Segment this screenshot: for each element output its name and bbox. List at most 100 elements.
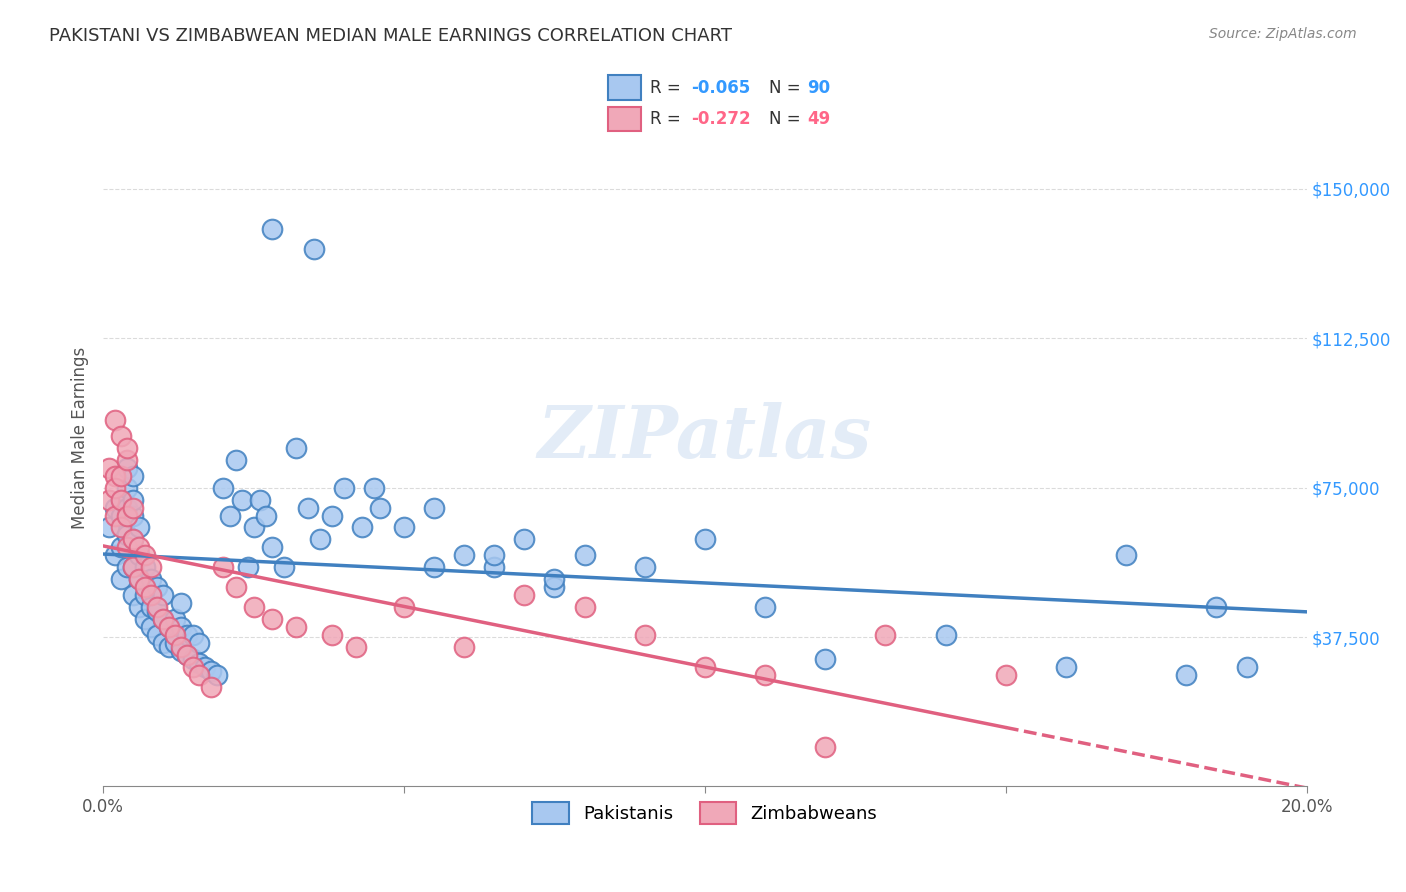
Point (242, 600, 264, 615)
Point (110, 508, 132, 523)
Point (302, 242, 325, 256)
Point (212, 481, 235, 495)
Point (157, 620, 180, 634)
Point (333, 481, 356, 495)
Text: PAKISTANI VS ZIMBABWEAN MEDIAN MALE EARNINGS CORRELATION CHART: PAKISTANI VS ZIMBABWEAN MEDIAN MALE EARN… (49, 27, 733, 45)
Point (104, 500, 127, 515)
Point (128, 600, 150, 615)
Point (146, 580, 169, 594)
Point (122, 533, 145, 547)
Point (754, 600, 776, 615)
Point (115, 560, 138, 574)
Point (122, 588, 145, 602)
Point (236, 560, 259, 574)
Point (176, 648, 198, 662)
Point (634, 560, 657, 574)
Point (1054, 660, 1077, 674)
Point (321, 508, 343, 523)
Point (423, 560, 446, 574)
Point (157, 620, 180, 634)
Point (453, 549, 475, 563)
Point (141, 560, 163, 574)
Point (122, 533, 145, 547)
Point (152, 588, 174, 602)
Point (392, 520, 415, 534)
Point (122, 500, 145, 515)
Point (110, 541, 132, 555)
Point (392, 600, 415, 615)
Point (693, 533, 716, 547)
Point (98, 520, 121, 534)
Point (115, 441, 138, 455)
Point (260, 612, 283, 626)
Point (1175, 668, 1198, 682)
Point (231, 492, 253, 507)
Point (513, 533, 536, 547)
Point (321, 628, 343, 642)
Point (1236, 660, 1258, 674)
Point (165, 612, 187, 626)
Point (754, 668, 776, 682)
Point (368, 500, 391, 515)
Point (128, 541, 150, 555)
Point (134, 588, 156, 602)
Point (484, 560, 506, 574)
Point (128, 549, 150, 563)
Text: Source: ZipAtlas.com: Source: ZipAtlas.com (1209, 27, 1357, 41)
Point (141, 600, 163, 615)
Point (110, 572, 132, 586)
Point (165, 636, 187, 650)
Point (170, 640, 193, 654)
Point (115, 481, 138, 495)
Point (513, 588, 536, 602)
Point (110, 468, 132, 483)
Text: ZIPatlas: ZIPatlas (538, 402, 872, 474)
Point (188, 636, 211, 650)
Point (146, 604, 169, 618)
Point (165, 628, 187, 642)
Point (115, 452, 138, 467)
Point (115, 460, 138, 475)
Point (122, 508, 145, 523)
Point (122, 468, 145, 483)
Point (128, 572, 150, 586)
Point (242, 520, 264, 534)
Point (183, 660, 205, 674)
Point (115, 500, 138, 515)
Point (115, 541, 138, 555)
Point (170, 620, 193, 634)
Point (115, 508, 138, 523)
Point (260, 221, 283, 235)
Point (104, 549, 127, 563)
Point (1205, 600, 1227, 615)
Point (141, 620, 163, 634)
Point (170, 596, 193, 610)
Point (218, 508, 240, 523)
Point (423, 500, 446, 515)
Point (935, 628, 957, 642)
Point (128, 520, 150, 534)
Point (363, 481, 385, 495)
Point (284, 620, 307, 634)
Point (176, 648, 198, 662)
Point (110, 429, 132, 443)
Point (104, 508, 127, 523)
Point (297, 500, 319, 515)
Point (98, 460, 121, 475)
Point (134, 612, 156, 626)
Point (225, 452, 247, 467)
Point (134, 560, 156, 574)
Point (152, 612, 174, 626)
Point (157, 640, 180, 654)
Point (249, 492, 271, 507)
Point (200, 664, 222, 678)
Point (308, 533, 330, 547)
Point (693, 660, 716, 674)
Point (994, 668, 1017, 682)
Point (104, 468, 127, 483)
Point (453, 640, 475, 654)
Point (134, 549, 156, 563)
Point (183, 652, 205, 666)
Point (207, 668, 229, 682)
Point (176, 628, 198, 642)
